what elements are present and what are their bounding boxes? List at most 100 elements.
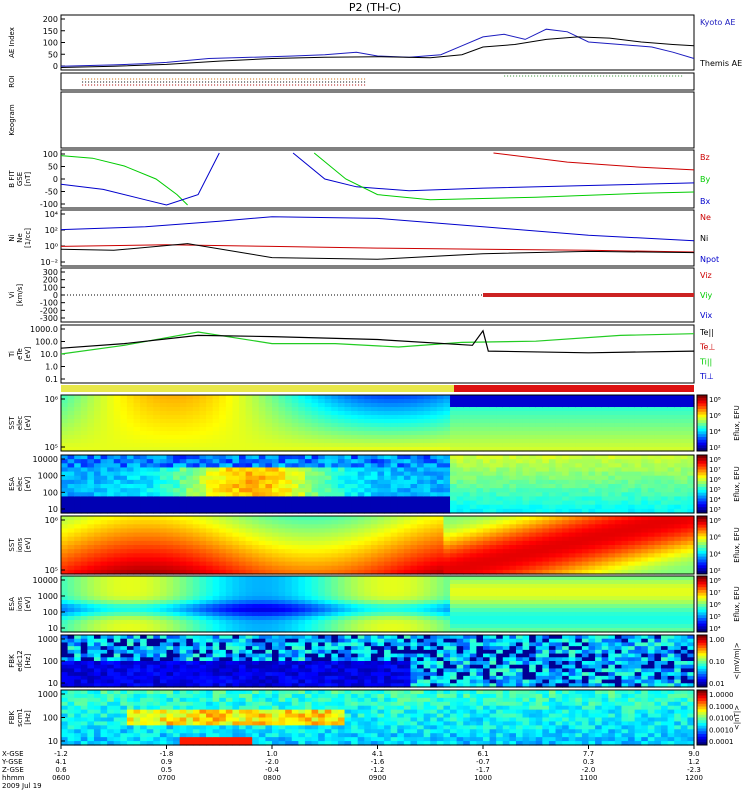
spectrogram-cell xyxy=(259,505,266,510)
y-tick-label: 100.0 xyxy=(35,338,58,347)
spectrogram-cell xyxy=(351,537,358,542)
spectrogram-cell xyxy=(450,423,457,428)
spectrogram-cell xyxy=(410,492,417,497)
spectrogram-cell xyxy=(549,459,556,464)
spectrogram-cell xyxy=(345,553,352,558)
spectrogram-cell xyxy=(351,528,358,533)
spectrogram-cell xyxy=(226,415,233,420)
spectrogram-cell xyxy=(120,399,127,404)
spectrogram-cell xyxy=(127,576,134,581)
spectrogram-cell xyxy=(503,415,510,420)
spectrogram-cell xyxy=(81,600,88,605)
spectrogram-cell xyxy=(536,435,543,440)
spectrogram-cell xyxy=(635,541,642,546)
spectrogram-cell xyxy=(417,537,424,542)
spectrogram-cell xyxy=(345,616,352,621)
spectrogram-cell xyxy=(338,608,345,613)
spectrogram-cell xyxy=(595,472,602,477)
spectrogram-cell xyxy=(529,528,536,533)
spectrogram-cell xyxy=(450,403,457,408)
spectrogram-cell xyxy=(602,496,609,501)
spectrogram-cell xyxy=(384,533,391,538)
spectrogram-cell xyxy=(608,455,615,460)
spectrogram-cell xyxy=(140,624,147,629)
spectrogram-cell xyxy=(654,524,661,529)
spectrogram-cell xyxy=(114,549,121,554)
spectrogram-cell xyxy=(615,480,622,485)
spectrogram-cell xyxy=(608,496,615,501)
spectrogram-cell xyxy=(417,411,424,416)
spectrogram-cell xyxy=(384,592,391,597)
spectrogram-cell xyxy=(81,472,88,477)
spectrogram-cell xyxy=(213,505,220,510)
spectrogram-cell xyxy=(232,537,239,542)
spectrogram-cell xyxy=(279,431,286,436)
spectrogram-cell xyxy=(101,624,108,629)
spectrogram-cell xyxy=(345,411,352,416)
spectrogram-cell xyxy=(167,541,174,546)
spectrogram-cell xyxy=(134,580,141,585)
spectrogram-cell xyxy=(509,403,516,408)
y-tick-label: 10⁵ xyxy=(45,443,58,452)
spectrogram-cell xyxy=(364,463,371,468)
spectrogram-cell xyxy=(199,403,206,408)
spectrogram-cell xyxy=(410,415,417,420)
spectrogram-cell xyxy=(232,411,239,416)
spectrogram-cell xyxy=(384,476,391,481)
spectrogram-cell xyxy=(318,596,325,601)
spectrogram-cell xyxy=(654,528,661,533)
spectrogram-cell xyxy=(134,505,141,510)
spectrogram-cell xyxy=(61,423,68,428)
spectrogram-cell xyxy=(101,596,108,601)
spectrogram-cell xyxy=(114,407,121,412)
spectrogram-cell xyxy=(107,403,114,408)
spectrogram-cell xyxy=(87,427,94,432)
spectrogram-cell xyxy=(68,501,75,506)
spectrogram-cell xyxy=(384,407,391,412)
spectrogram-cell xyxy=(246,566,253,571)
spectrogram-cell xyxy=(318,600,325,605)
spectrogram-cell xyxy=(424,476,431,481)
spectrogram-cell xyxy=(252,520,259,525)
spectrogram-cell xyxy=(371,580,378,585)
spectrogram-cell xyxy=(463,399,470,404)
spectrogram-cell xyxy=(219,557,226,562)
spectrogram-cell xyxy=(94,488,101,493)
spectrogram-cell xyxy=(265,480,272,485)
spectrogram-cell xyxy=(279,496,286,501)
spectrogram-cell xyxy=(404,537,411,542)
spectrogram-cell xyxy=(226,600,233,605)
spectrogram-cell xyxy=(279,407,286,412)
spectrogram-cell xyxy=(443,524,450,529)
spectrogram-cell xyxy=(213,524,220,529)
spectrogram-cell xyxy=(206,533,213,538)
spectrogram-cell xyxy=(239,427,246,432)
spectrogram-cell xyxy=(285,455,292,460)
spectrogram-cell xyxy=(259,592,266,597)
spectrogram-cell xyxy=(443,439,450,444)
spectrogram-cell xyxy=(285,419,292,424)
spectrogram-cell xyxy=(536,516,543,521)
spectrogram-cell xyxy=(443,415,450,420)
spectrogram-cell xyxy=(173,541,180,546)
spectrogram-cell xyxy=(265,439,272,444)
spectrogram-cell xyxy=(668,488,675,493)
spectrogram-cell xyxy=(219,600,226,605)
spectrogram-cell xyxy=(364,403,371,408)
spectrogram-cell xyxy=(74,427,81,432)
spectrogram-cell xyxy=(404,576,411,581)
spectrogram-cell xyxy=(114,600,121,605)
spectrogram-cell xyxy=(279,553,286,558)
spectrogram-cell xyxy=(61,600,68,605)
spectrogram-cell xyxy=(180,467,187,472)
spectrogram-cell xyxy=(556,411,563,416)
spectrogram-cell xyxy=(74,443,81,448)
spectrogram-cell xyxy=(536,459,543,464)
spectrogram-cell xyxy=(312,624,319,629)
spectrogram-cell xyxy=(272,616,279,621)
spectrogram-cell xyxy=(470,415,477,420)
spectrogram-cell xyxy=(199,415,206,420)
spectrogram-cell xyxy=(120,545,127,550)
spectrogram-cell xyxy=(199,524,206,529)
spectrogram-cell xyxy=(562,484,569,489)
